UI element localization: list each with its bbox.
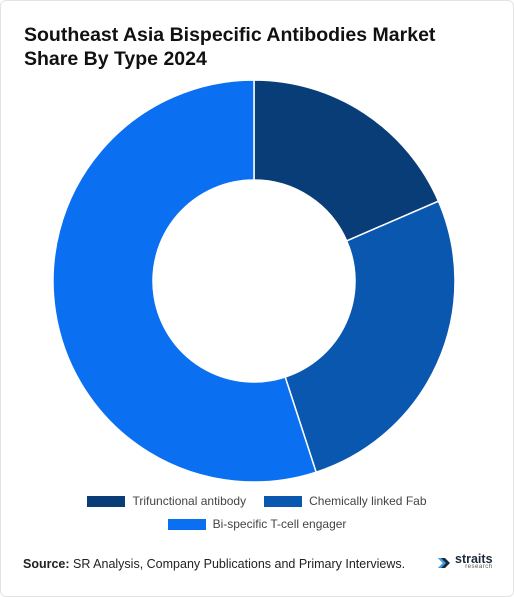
legend-label: Chemically linked Fab xyxy=(309,494,427,508)
source-note: Source: SR Analysis, Company Publication… xyxy=(23,557,405,571)
legend-item-trifunctional[interactable]: Trifunctional antibody xyxy=(87,494,246,508)
legend-item-chemically-linked-fab[interactable]: Chemically linked Fab xyxy=(264,494,427,508)
slice-trifunctional-antibody[interactable] xyxy=(253,79,440,242)
brand-name: straits xyxy=(455,552,493,566)
chart-title: Southeast Asia Bispecific Antibodies Mar… xyxy=(24,24,436,70)
source-text: SR Analysis, Company Publications and Pr… xyxy=(69,557,406,571)
legend-row-2: Bi-specific T-cell engager xyxy=(0,517,514,531)
legend-swatch xyxy=(167,518,206,530)
legend-label: Bi-specific T-cell engager xyxy=(212,517,347,531)
slice-chemically-linked-fab[interactable] xyxy=(284,200,456,474)
slice-bi-specific-t-cell-engager[interactable] xyxy=(52,79,318,483)
legend-row-1: Trifunctional antibody Chemically linked… xyxy=(0,494,514,508)
legend-label: Trifunctional antibody xyxy=(132,494,247,508)
brand-logo: straits research xyxy=(436,552,493,571)
source-prefix: Source: xyxy=(23,557,70,571)
legend-swatch xyxy=(264,495,303,507)
brand-sub: research xyxy=(465,564,493,570)
straits-logo-icon xyxy=(436,555,452,571)
legend-swatch xyxy=(87,495,126,507)
legend-item-bite[interactable]: Bi-specific T-cell engager xyxy=(167,517,347,531)
